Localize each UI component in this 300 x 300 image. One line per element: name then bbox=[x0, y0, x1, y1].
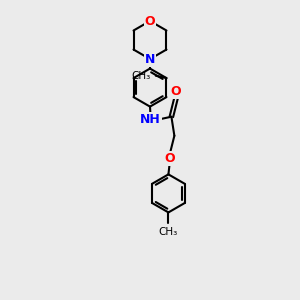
Text: N: N bbox=[145, 52, 155, 66]
Text: O: O bbox=[145, 14, 155, 28]
Text: NH: NH bbox=[140, 113, 161, 126]
Text: CH₃: CH₃ bbox=[159, 227, 178, 237]
Text: CH₃: CH₃ bbox=[132, 71, 151, 81]
Text: O: O bbox=[171, 85, 182, 98]
Text: O: O bbox=[164, 152, 175, 165]
